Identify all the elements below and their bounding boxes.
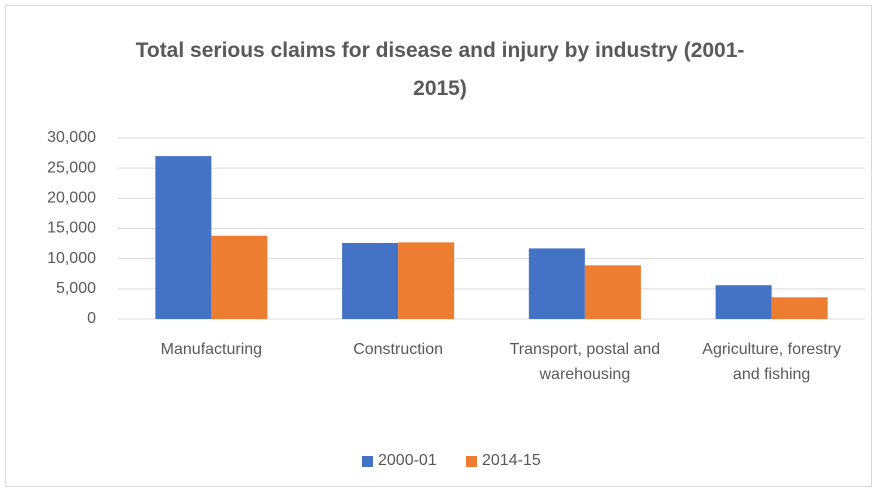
x-tick-label: Transport, postal and warehousing — [509, 341, 661, 383]
legend-item: 2000-01 — [362, 452, 437, 470]
x-tick-label: Agriculture, forestry and fishing — [702, 341, 841, 383]
bar — [584, 265, 641, 319]
y-tick-label: 10,000 — [47, 250, 96, 267]
bar — [715, 285, 772, 319]
legend-label: 2000-01 — [378, 452, 437, 469]
bar — [528, 248, 585, 319]
y-tick-label: 0 — [87, 310, 96, 327]
legend-item: 2014-15 — [466, 452, 541, 470]
bar — [155, 156, 212, 319]
y-tick-label: 25,000 — [47, 159, 96, 176]
y-tick-label: 20,000 — [47, 190, 96, 207]
x-tick-label: Construction — [353, 341, 444, 358]
legend-swatch — [362, 455, 373, 467]
y-tick-label: 5,000 — [56, 280, 96, 297]
chart-title: Total serious claims for disease and inj… — [135, 39, 745, 100]
x-tick-label: Manufacturing — [160, 341, 263, 358]
y-tick-label: 30,000 — [47, 129, 96, 146]
bar — [398, 242, 455, 319]
legend-swatch — [466, 455, 477, 467]
bar — [211, 235, 268, 319]
legend-label: 2014-15 — [482, 452, 541, 469]
bar — [342, 242, 399, 319]
bar — [771, 297, 828, 319]
y-tick-label: 15,000 — [47, 220, 96, 237]
